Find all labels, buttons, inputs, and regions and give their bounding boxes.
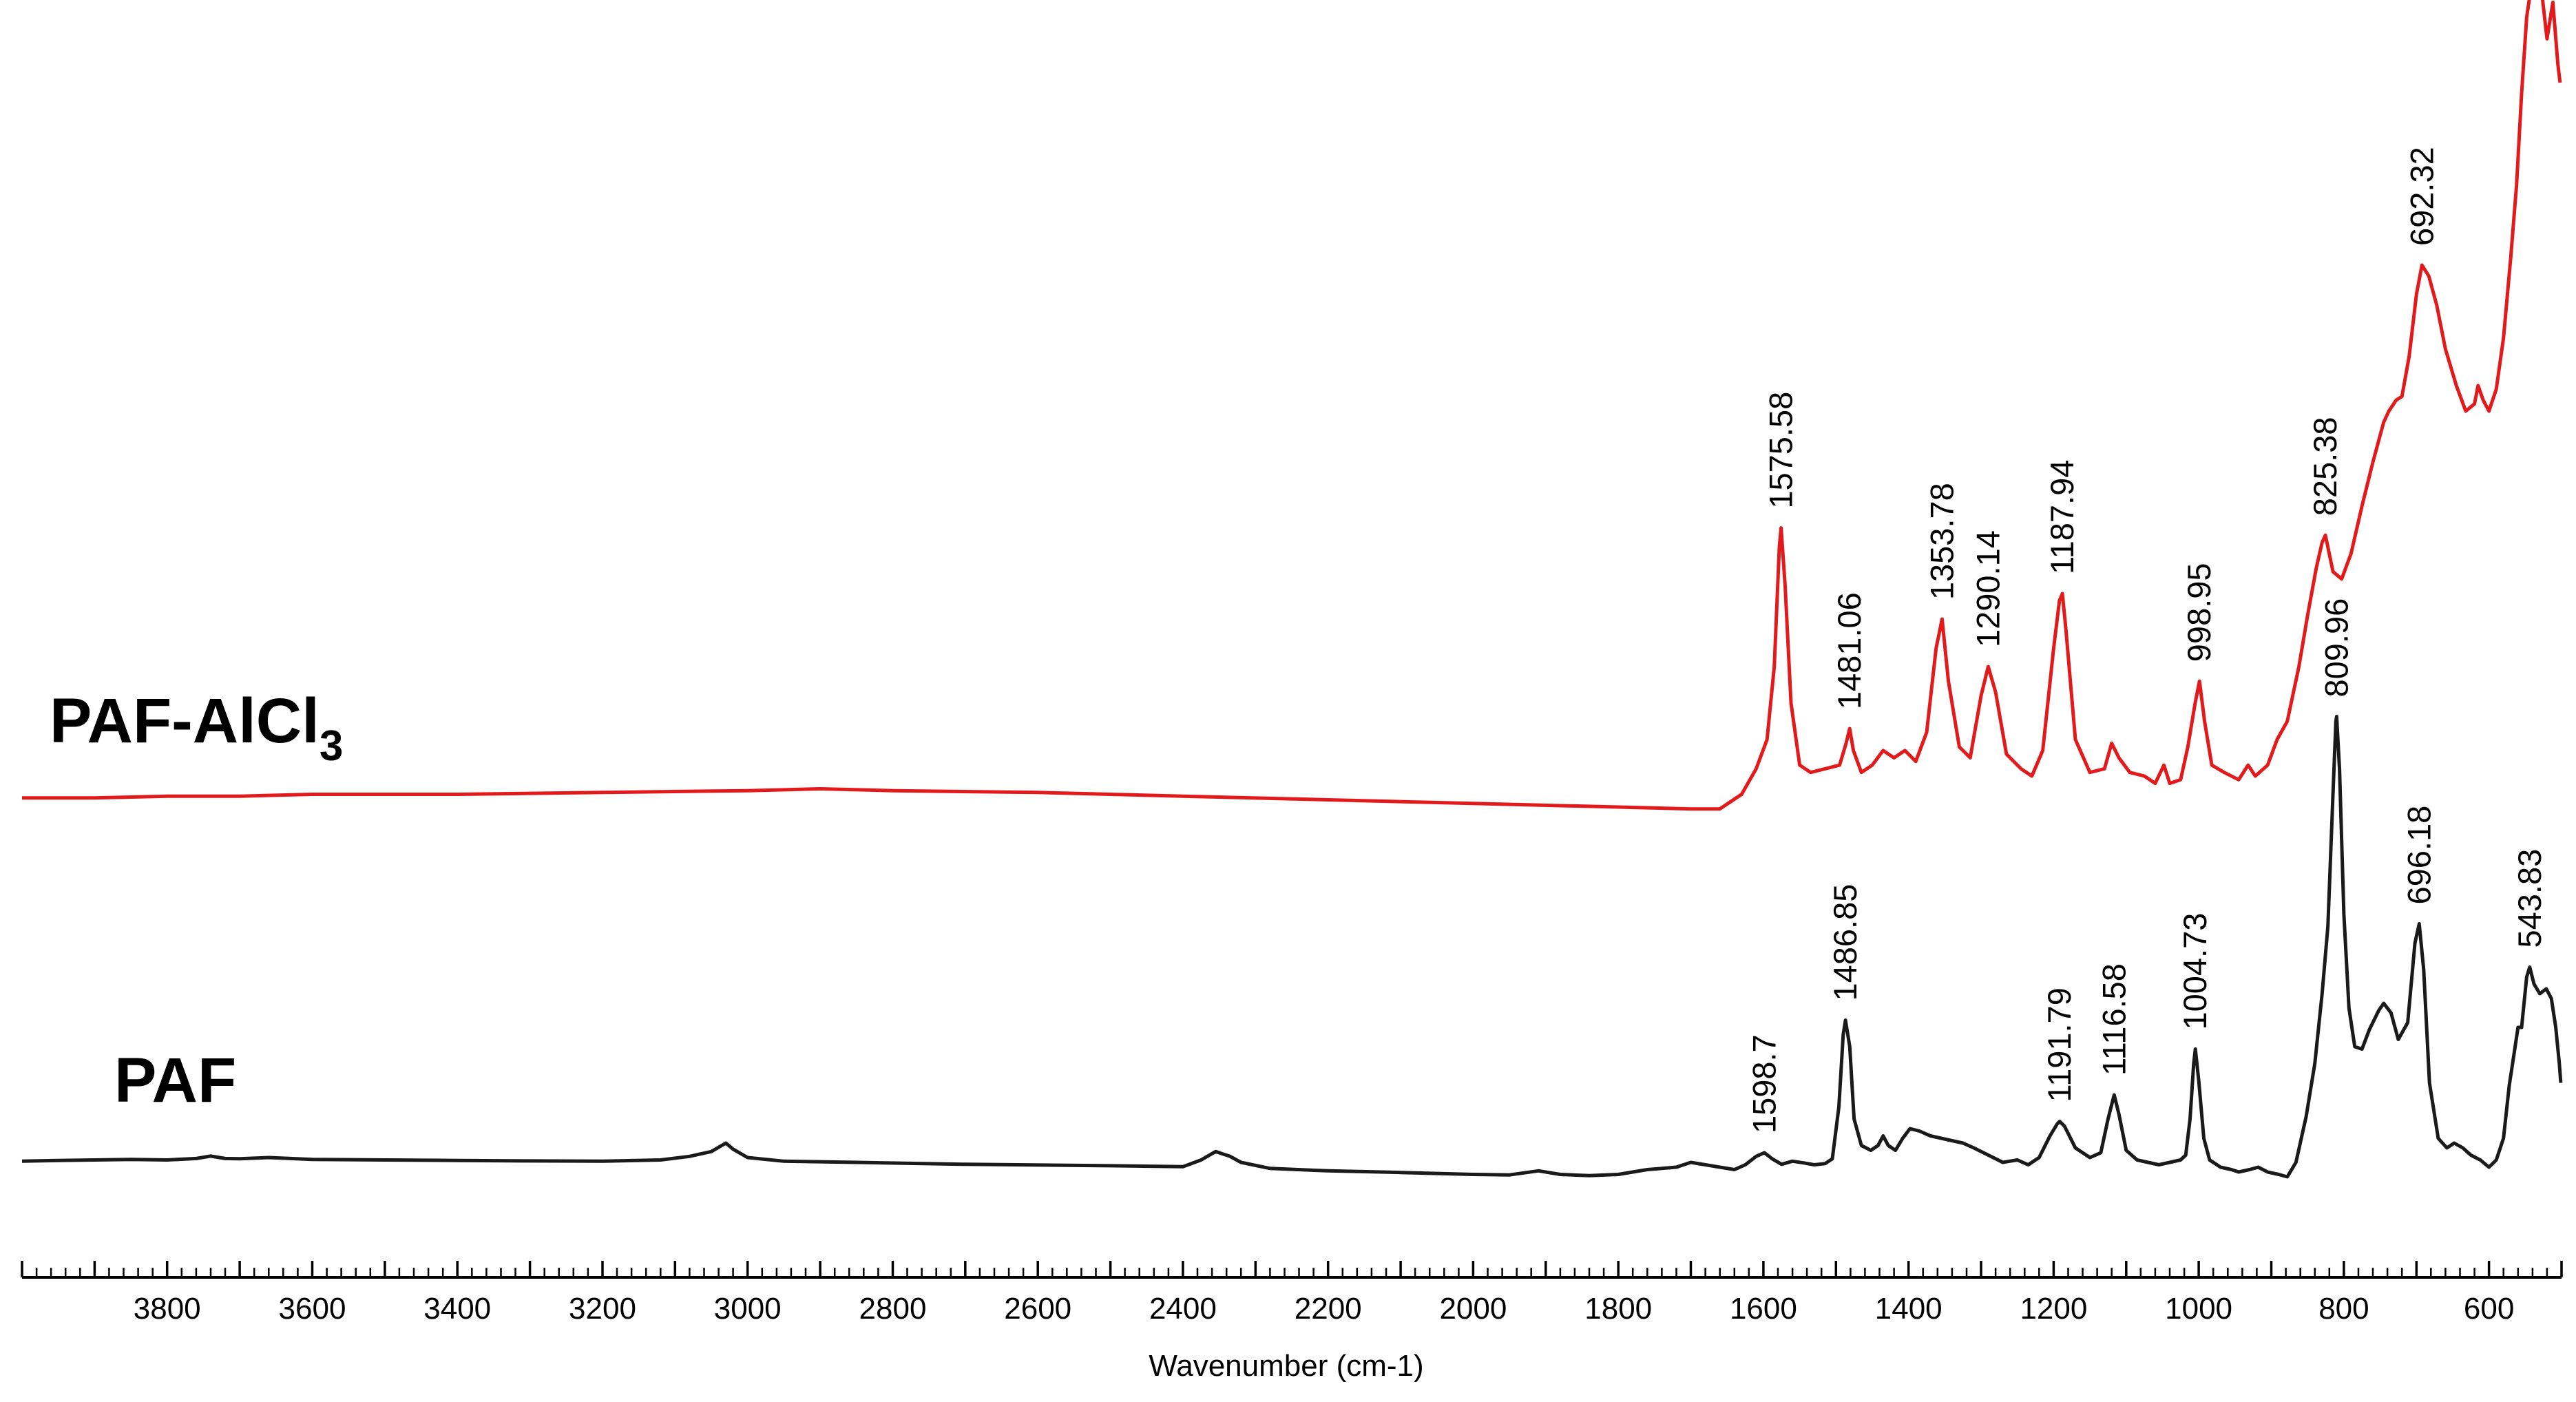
peak-labels: 1575.58 1481.06 1353.78 1290.14 1187.94 998.9… <box>1746 147 2548 1133</box>
series-line-paf <box>21 715 2563 1179</box>
peak-label: 1116.58 <box>2095 963 2132 1076</box>
x-tick-label: 1000 <box>2165 1292 2232 1326</box>
x-tick-label: 3000 <box>714 1292 782 1326</box>
peak-label: 543.83 <box>2511 849 2548 948</box>
x-tick-label: 2400 <box>1149 1292 1217 1326</box>
x-axis: 3800 3600 3400 3200 3000 2800 2600 2400 2200 2000… <box>21 1261 2563 1326</box>
peak-label: 825.38 <box>2307 417 2343 516</box>
peak-label: 809.96 <box>2318 598 2354 698</box>
peak-label: 1575.58 <box>1763 392 1799 509</box>
peak-label: 1486.85 <box>1827 884 1863 1001</box>
peak-label: 696.18 <box>2400 806 2437 905</box>
x-tick-label: 3200 <box>569 1292 636 1326</box>
peak-label: 1353.78 <box>1923 483 1960 600</box>
series-label-paf-alcl3-subscript: 3 <box>320 722 343 770</box>
peak-label: 1187.94 <box>2044 460 2080 574</box>
series-label-paf-alcl3-main: PAF-AlCl <box>50 686 320 756</box>
x-tick-label: 1800 <box>1584 1292 1652 1326</box>
x-tick-label: 600 <box>2464 1292 2514 1326</box>
x-tick-label: 1200 <box>2020 1292 2087 1326</box>
spectrum-traces <box>21 0 2563 1179</box>
x-tick-label: 3600 <box>279 1292 346 1326</box>
peak-label: 1191.79 <box>2041 987 2077 1102</box>
x-tick-label: 3400 <box>423 1292 491 1326</box>
x-tick-label: 2200 <box>1295 1292 1362 1326</box>
peak-label: 1598.7 <box>1746 1034 1782 1133</box>
x-tick-label: 2000 <box>1439 1292 1507 1326</box>
x-tick-label: 800 <box>2318 1292 2369 1326</box>
x-tick-label: 2800 <box>859 1292 927 1326</box>
peak-label: 1481.06 <box>1831 592 1867 709</box>
x-tick-label: 1600 <box>1730 1292 1797 1326</box>
peak-label: 1290.14 <box>1969 530 2006 647</box>
x-axis-title: Wavenumber (cm-1) <box>1149 1349 1423 1383</box>
peak-label: 692.32 <box>2403 147 2440 246</box>
x-tick-label: 1400 <box>1875 1292 1943 1326</box>
x-tick-label: 3800 <box>134 1292 201 1326</box>
series-label-paf-alcl3: PAF-AlCl3 <box>50 686 343 770</box>
x-tick-label: 2600 <box>1004 1292 1071 1326</box>
series-label-paf: PAF <box>114 1045 236 1116</box>
peak-label: 998.95 <box>2181 563 2217 662</box>
series-line-paf-alcl <box>22 0 2562 811</box>
peak-label: 1004.73 <box>2177 913 2213 1030</box>
